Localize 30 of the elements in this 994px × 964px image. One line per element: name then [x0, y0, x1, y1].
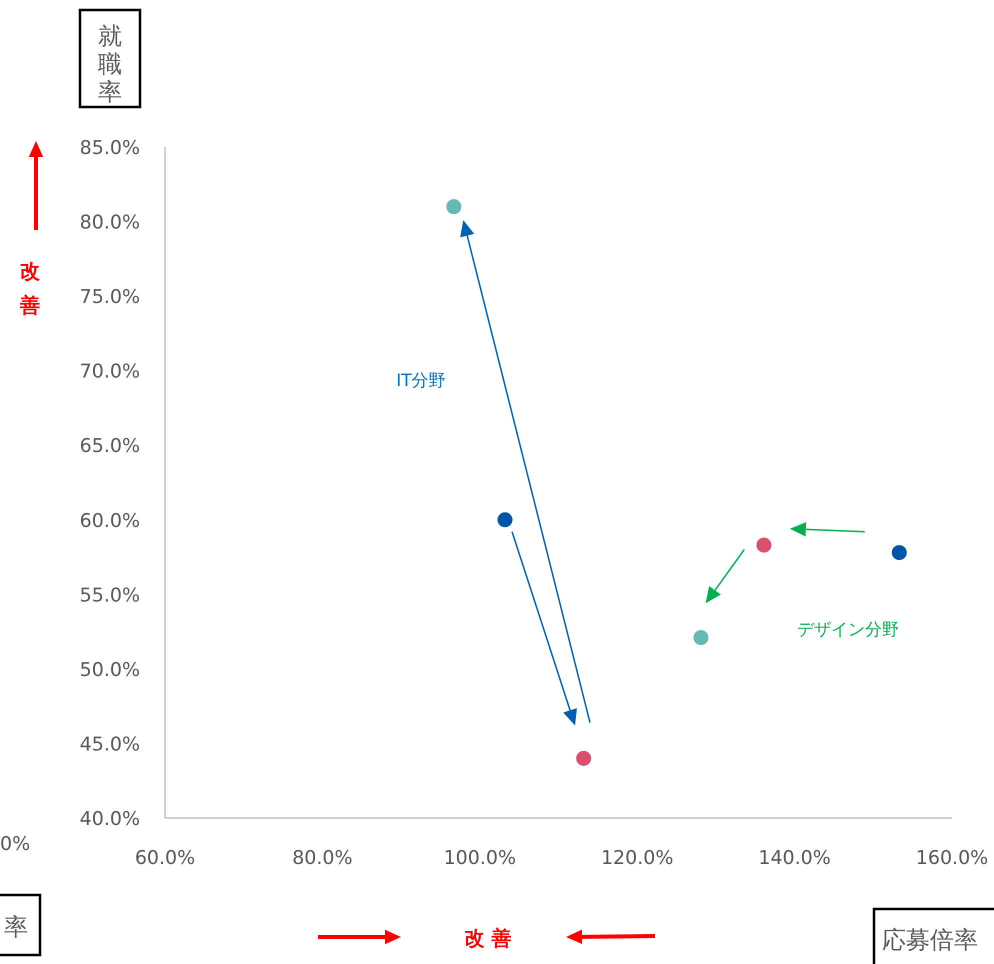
y-tick-label: 65.0% [80, 435, 140, 458]
y-tick-label: 55.0% [80, 584, 140, 606]
y-tick-label: 75.0% [80, 286, 140, 308]
annotation: IT分野 [396, 371, 446, 391]
x-tick-label: 140.0% [758, 847, 831, 869]
y-tick-label: 45.0% [80, 733, 140, 756]
point [446, 199, 462, 214]
y-tick-label: 60.0% [80, 510, 140, 532]
text: 0% [0, 833, 30, 855]
x-axis-title: 応募倍率 [882, 926, 978, 954]
point [756, 538, 772, 553]
y-tick-label: 50.0% [80, 658, 140, 681]
annotation: デザイン分野 [797, 620, 899, 640]
y-tick-label: 70.0% [80, 360, 140, 383]
x-tick-label: 160.0% [916, 847, 988, 869]
x-tick-label: 80.0% [292, 847, 353, 869]
point [892, 545, 907, 560]
text: 改善 [19, 259, 40, 317]
point [693, 630, 708, 646]
x-tick-label: 60.0% [134, 847, 196, 869]
y-tick-label: 85.0% [80, 137, 140, 159]
text: 率 [4, 913, 28, 941]
y-tick-label: 80.0% [80, 212, 140, 234]
point [497, 512, 512, 528]
x-tick-label: 120.0% [600, 847, 674, 869]
text: 改 善 [464, 926, 512, 950]
y-axis-title: 就職率 [98, 22, 122, 106]
x-tick-label: 100.0% [444, 847, 516, 869]
point [576, 750, 592, 766]
y-tick-label: 40.0% [80, 808, 140, 830]
